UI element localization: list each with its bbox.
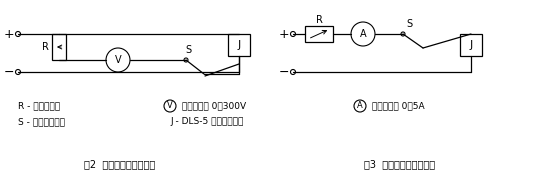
- Text: S: S: [185, 45, 191, 55]
- Text: S - 单刀单掷开关: S - 单刀单掷开关: [18, 118, 65, 126]
- Text: R - 滑线电阻器: R - 滑线电阻器: [18, 102, 60, 110]
- Text: J - DLS-5 双位置继电器: J - DLS-5 双位置继电器: [170, 118, 243, 126]
- Text: V: V: [167, 102, 173, 110]
- Bar: [52, 34, 66, 60]
- Text: −: −: [279, 66, 289, 78]
- Bar: [460, 34, 482, 56]
- Text: R: R: [42, 42, 48, 52]
- Text: J: J: [237, 40, 241, 50]
- Text: +: +: [4, 27, 14, 41]
- Text: J: J: [470, 40, 473, 50]
- Text: A: A: [357, 102, 363, 110]
- Text: 图2  动作电压检验线路图: 图2 动作电压检验线路图: [84, 159, 155, 169]
- Text: V: V: [115, 55, 121, 65]
- Text: R: R: [316, 15, 323, 25]
- Text: +: +: [279, 27, 289, 41]
- Text: S: S: [406, 19, 412, 29]
- Text: 图3  动作电流检验线路图: 图3 动作电流检验线路图: [364, 159, 436, 169]
- Text: −: −: [4, 66, 14, 78]
- Text: 直流电压表 0～300V: 直流电压表 0～300V: [179, 102, 246, 110]
- Bar: [305, 26, 333, 42]
- Bar: [228, 34, 250, 56]
- Text: A: A: [360, 29, 366, 39]
- Text: 直流电流表 0～5A: 直流电流表 0～5A: [369, 102, 425, 110]
